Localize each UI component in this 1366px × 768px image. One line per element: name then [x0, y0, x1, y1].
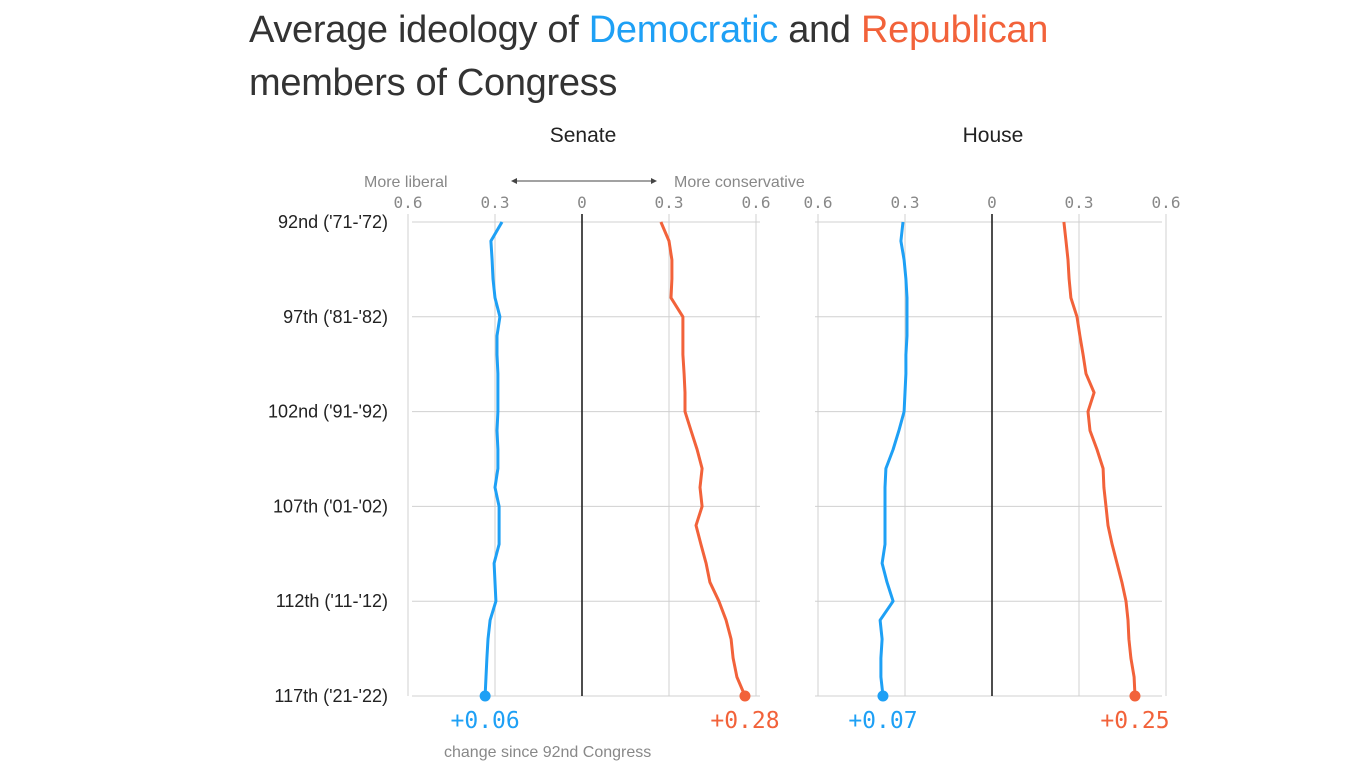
change-label-republican: +0.25 [1100, 708, 1169, 734]
arrow-right-icon [651, 178, 657, 184]
change-label-republican: +0.28 [710, 708, 779, 734]
x-tick-label: 0 [577, 193, 587, 212]
y-tick-label: 112th ('11-'12) [276, 591, 388, 611]
y-tick-label: 117th ('21-'22) [274, 686, 388, 706]
title-text: members of Congress [249, 62, 618, 104]
title-text: and [777, 9, 861, 51]
x-tick-label: 0.3 [1065, 193, 1094, 212]
x-tick-label: 0.3 [891, 193, 920, 212]
endpoint-dot-republican [739, 690, 751, 702]
title-democratic: Democratic [588, 9, 778, 51]
endpoint-dot-democratic [479, 690, 491, 702]
y-tick-label: 107th ('01-'02) [273, 496, 388, 516]
y-tick-label: 102nd ('91-'92) [268, 402, 388, 422]
change-label-democratic: +0.06 [451, 708, 520, 734]
change-label-democratic: +0.07 [848, 708, 917, 734]
y-tick-label: 97th ('81-'82) [283, 307, 388, 327]
x-tick-label: 0.6 [742, 193, 771, 212]
title-text: Average ideology of [249, 9, 589, 51]
arrow-left-icon [511, 178, 517, 184]
panel-title: House [963, 124, 1024, 147]
x-tick-label: 0 [987, 193, 997, 212]
title-republican: Republican [860, 9, 1049, 51]
y-tick-label: 92nd ('71-'72) [278, 212, 388, 232]
footnote: change since 92nd Congress [444, 744, 651, 761]
endpoint-dot-republican [1129, 690, 1141, 702]
chart-title: Average ideology of Democratic and Repub… [249, 4, 1249, 110]
x-tick-label: 0.6 [394, 193, 423, 212]
x-tick-label: 0.6 [804, 193, 833, 212]
panel-title: Senate [550, 124, 617, 147]
x-tick-label: 0.3 [481, 193, 510, 212]
x-tick-label: 0.3 [655, 193, 684, 212]
series-line-republican [1062, 221, 1137, 697]
series-line-democratic [878, 221, 909, 697]
endpoint-dot-democratic [877, 690, 889, 702]
more-conservative-label: More conservative [674, 174, 805, 191]
more-liberal-label: More liberal [364, 174, 448, 191]
series-line-republican [659, 221, 747, 697]
x-tick-label: 0.6 [1152, 193, 1181, 212]
series-line-democratic [483, 221, 504, 697]
